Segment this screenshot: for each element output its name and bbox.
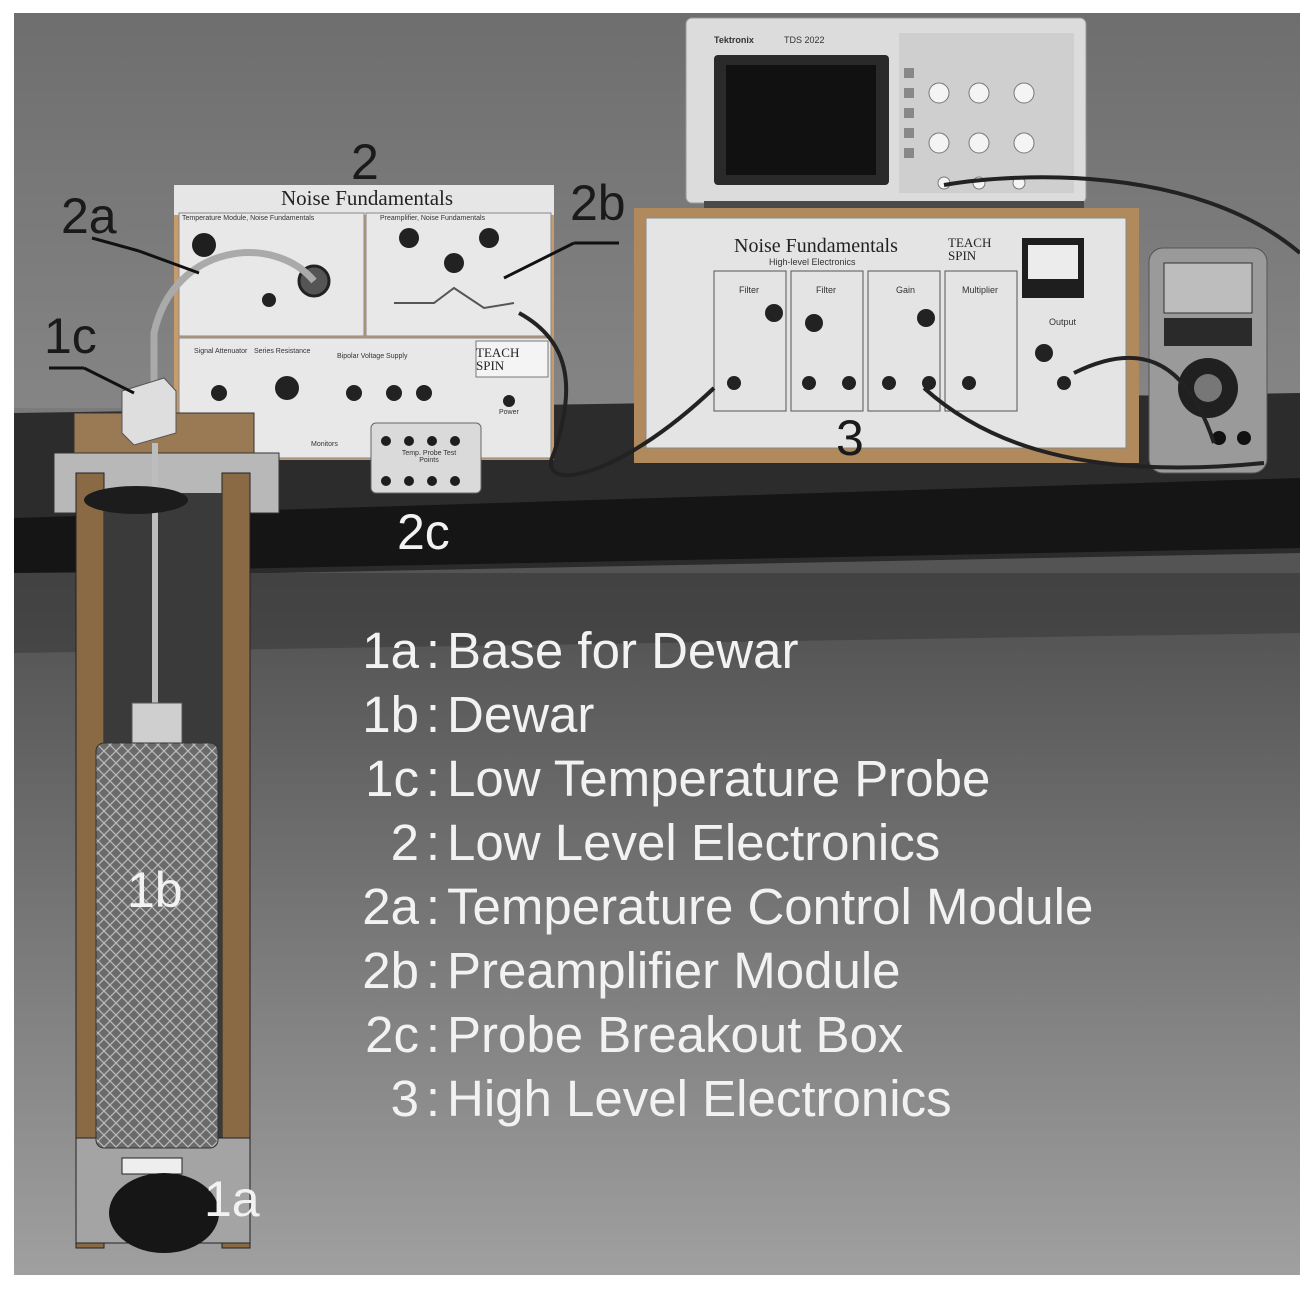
preamp-module-label: Preamplifier, Noise Fundamentals: [380, 215, 486, 222]
attenuator-label: Signal Attenuator: [194, 348, 248, 355]
legend-key: 2b: [362, 941, 419, 999]
legend-key: 2: [390, 813, 419, 871]
legend-separator: :: [425, 685, 441, 743]
legend-row: 1c : Low Temperature Probe: [324, 746, 1224, 810]
legend-row: 1a : Base for Dewar: [324, 618, 1224, 682]
legend-row: 3 : High Level Electronics: [324, 1066, 1224, 1130]
legend-key: 2a: [362, 877, 419, 935]
legend-row: 2b : Preamplifier Module: [324, 938, 1224, 1002]
legend-text: Low Temperature Probe: [447, 749, 991, 807]
callout-1b: 1b: [127, 862, 183, 918]
legend-text: Base for Dewar: [447, 621, 799, 679]
legend-key: 1b: [362, 685, 419, 743]
oscilloscope: [685, 17, 1087, 211]
leader-2a: [138, 249, 200, 275]
callout-2a: 2a: [61, 188, 117, 244]
probe-head: [121, 377, 177, 446]
callout-2b: 2b: [570, 175, 626, 231]
legend-text: Preamplifier Module: [447, 941, 901, 999]
legend-text: Dewar: [447, 685, 595, 743]
high-level-electronics: [634, 208, 1139, 463]
legend-row: 2c : Probe Breakout Box: [324, 1002, 1224, 1066]
high-level-title: Noise Fundamentals: [734, 235, 898, 257]
power-label: Power: [499, 409, 519, 416]
series-resistance-label: Series Resistance: [254, 348, 311, 355]
monitors-label: Monitors: [311, 441, 338, 448]
gain-label: Gain: [896, 285, 916, 295]
probe-cable: [150, 249, 317, 388]
low-level-title: Noise Fundamentals: [281, 186, 454, 210]
legend-text: High Level Electronics: [447, 1069, 952, 1127]
scope-brand: Tektronix: [714, 35, 754, 45]
lab-photo: Noise Fundamentals Temperature Module, N…: [14, 13, 1300, 1275]
output-label: Output: [1049, 317, 1077, 327]
equipment-illustration: [14, 13, 1300, 1275]
legend-separator: :: [425, 813, 441, 871]
table-edge: [14, 478, 1300, 578]
legend-separator: :: [425, 941, 441, 999]
legend-row: 2a : Temperature Control Module: [324, 874, 1224, 938]
low-level-brand: TEACH SPIN: [476, 345, 520, 373]
legend-key: 2c: [365, 1005, 419, 1063]
legend-separator: :: [425, 877, 441, 935]
callout-3: 3: [836, 410, 864, 466]
legend-separator: :: [425, 749, 441, 807]
high-level-brand: TEACH SPIN: [948, 235, 992, 263]
breakout-box: [370, 422, 482, 494]
scope-cable: [943, 175, 1300, 255]
filter-1-label: Filter: [739, 285, 759, 295]
legend-separator: :: [425, 1005, 441, 1063]
callout-2c: 2c: [397, 504, 450, 560]
meter-cable: [1073, 355, 1216, 444]
scope-model: TDS 2022: [784, 35, 825, 45]
legend-text: Probe Breakout Box: [447, 1005, 904, 1063]
legend-key: 1a: [362, 621, 419, 679]
callout-1a: 1a: [204, 1171, 260, 1227]
multimeter: [1148, 247, 1268, 474]
legend-key: 3: [390, 1069, 419, 1127]
callout-2: 2: [351, 134, 379, 190]
legend-key: 1c: [365, 749, 419, 807]
leader-1c: [83, 366, 135, 395]
leader-2a-bar: [91, 236, 140, 253]
multiplier-label: Multiplier: [962, 285, 999, 295]
breakout-title: Temp. Probe Test Points: [401, 450, 457, 464]
leader-2b: [503, 241, 575, 280]
filter-2-label: Filter: [816, 285, 836, 295]
legend-row: 2 : Low Level Electronics: [324, 810, 1224, 874]
legend-row: 1b : Dewar: [324, 682, 1224, 746]
callout-1c: 1c: [44, 308, 97, 364]
high-level-subtitle: High-level Electronics: [769, 257, 856, 267]
legend-text: Low Level Electronics: [447, 813, 941, 871]
bipolar-supply-label: Bipolar Voltage Supply: [337, 353, 408, 360]
legend-separator: :: [425, 621, 441, 679]
legend: 1a : Base for Dewar 1b : Dewar 1c : Low …: [324, 618, 1224, 1130]
dewar: [95, 702, 219, 1253]
legend-separator: :: [425, 1069, 441, 1127]
temp-module-label: Temperature Module, Noise Fundamentals: [182, 215, 315, 222]
legend-text: Temperature Control Module: [447, 877, 1094, 935]
